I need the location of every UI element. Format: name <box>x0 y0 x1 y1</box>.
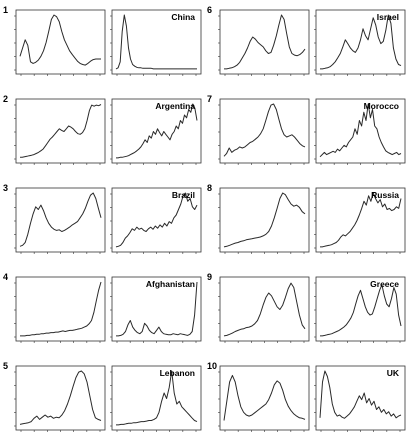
left-panel-frame <box>219 187 310 253</box>
panel-pair-afghanistan: 4 Afghanistan <box>3 272 202 343</box>
panel-pair-russia: 8 Russia <box>207 183 406 254</box>
right-panel-series-line <box>116 103 198 159</box>
panel-pair-israel: 6 Israel <box>207 5 406 76</box>
right-panel-series-line <box>116 281 198 337</box>
right-panel-series-line <box>320 284 402 337</box>
country-label: Russia <box>371 190 399 200</box>
right-panel-series-line <box>319 370 402 419</box>
right-panel-series-line <box>115 192 198 248</box>
country-label: Lebanon <box>160 368 195 378</box>
left-panel-frame <box>15 187 106 253</box>
left-panel-series-line <box>20 104 102 158</box>
left-panel-series-line <box>224 14 306 70</box>
panel-pair-greece: 9 Greece <box>207 272 406 343</box>
panel-number-label: 10 <box>207 361 217 371</box>
panel-number-label: 6 <box>207 5 212 15</box>
panel-number-label: 5 <box>3 361 8 371</box>
left-panel-series-line <box>223 374 306 421</box>
right-panel-series-line <box>320 14 402 70</box>
country-label: Greece <box>370 279 399 289</box>
left-panel-series-line <box>19 14 101 66</box>
panel-number-label: 9 <box>207 272 212 282</box>
left-panel-frame <box>219 9 310 75</box>
panel-number-label: 1 <box>3 5 8 15</box>
panel-pair-argentina: 2 Argentina <box>3 94 202 165</box>
panel-pair-china: 1 China <box>3 5 202 76</box>
right-panel-series-line <box>116 370 198 426</box>
left-panel-frame <box>219 365 310 431</box>
country-label: Brazil <box>172 190 195 200</box>
panel-number-label: 3 <box>3 183 8 193</box>
panel-number-label: 7 <box>207 94 212 104</box>
panel-pair-uk: 10 UK <box>207 361 406 432</box>
right-panel-series-line <box>319 103 402 158</box>
country-label: China <box>171 12 195 22</box>
right-panel-series-line <box>320 192 402 248</box>
right-panel-series-line <box>115 14 197 70</box>
panel-number-label: 4 <box>3 272 8 282</box>
country-label: Israel <box>377 12 399 22</box>
left-panel-series-line <box>223 282 306 337</box>
panel-pair-lebanon: 5 Lebanon <box>3 361 202 432</box>
country-label: UK <box>387 368 400 378</box>
left-panel-frame <box>15 98 106 164</box>
left-panel-series-line <box>223 192 306 248</box>
left-panel-series-line <box>20 281 102 337</box>
left-panel-series-line <box>19 192 102 247</box>
country-label: Afghanistan <box>146 279 195 289</box>
panel-number-label: 2 <box>3 94 8 104</box>
country-label: Morocco <box>364 101 399 111</box>
panel-pair-morocco: 7 Morocco <box>207 94 406 165</box>
left-panel-series-line <box>223 103 306 157</box>
country-label: Argentina <box>155 101 195 111</box>
panel-number-label: 8 <box>207 183 212 193</box>
left-panel-frame <box>219 98 310 164</box>
left-panel-frame <box>15 365 106 431</box>
left-panel-frame <box>15 9 106 75</box>
left-panel-frame <box>219 276 310 342</box>
left-panel-series-line <box>19 370 102 425</box>
panel-pair-brazil: 3 Brazil <box>3 183 202 254</box>
